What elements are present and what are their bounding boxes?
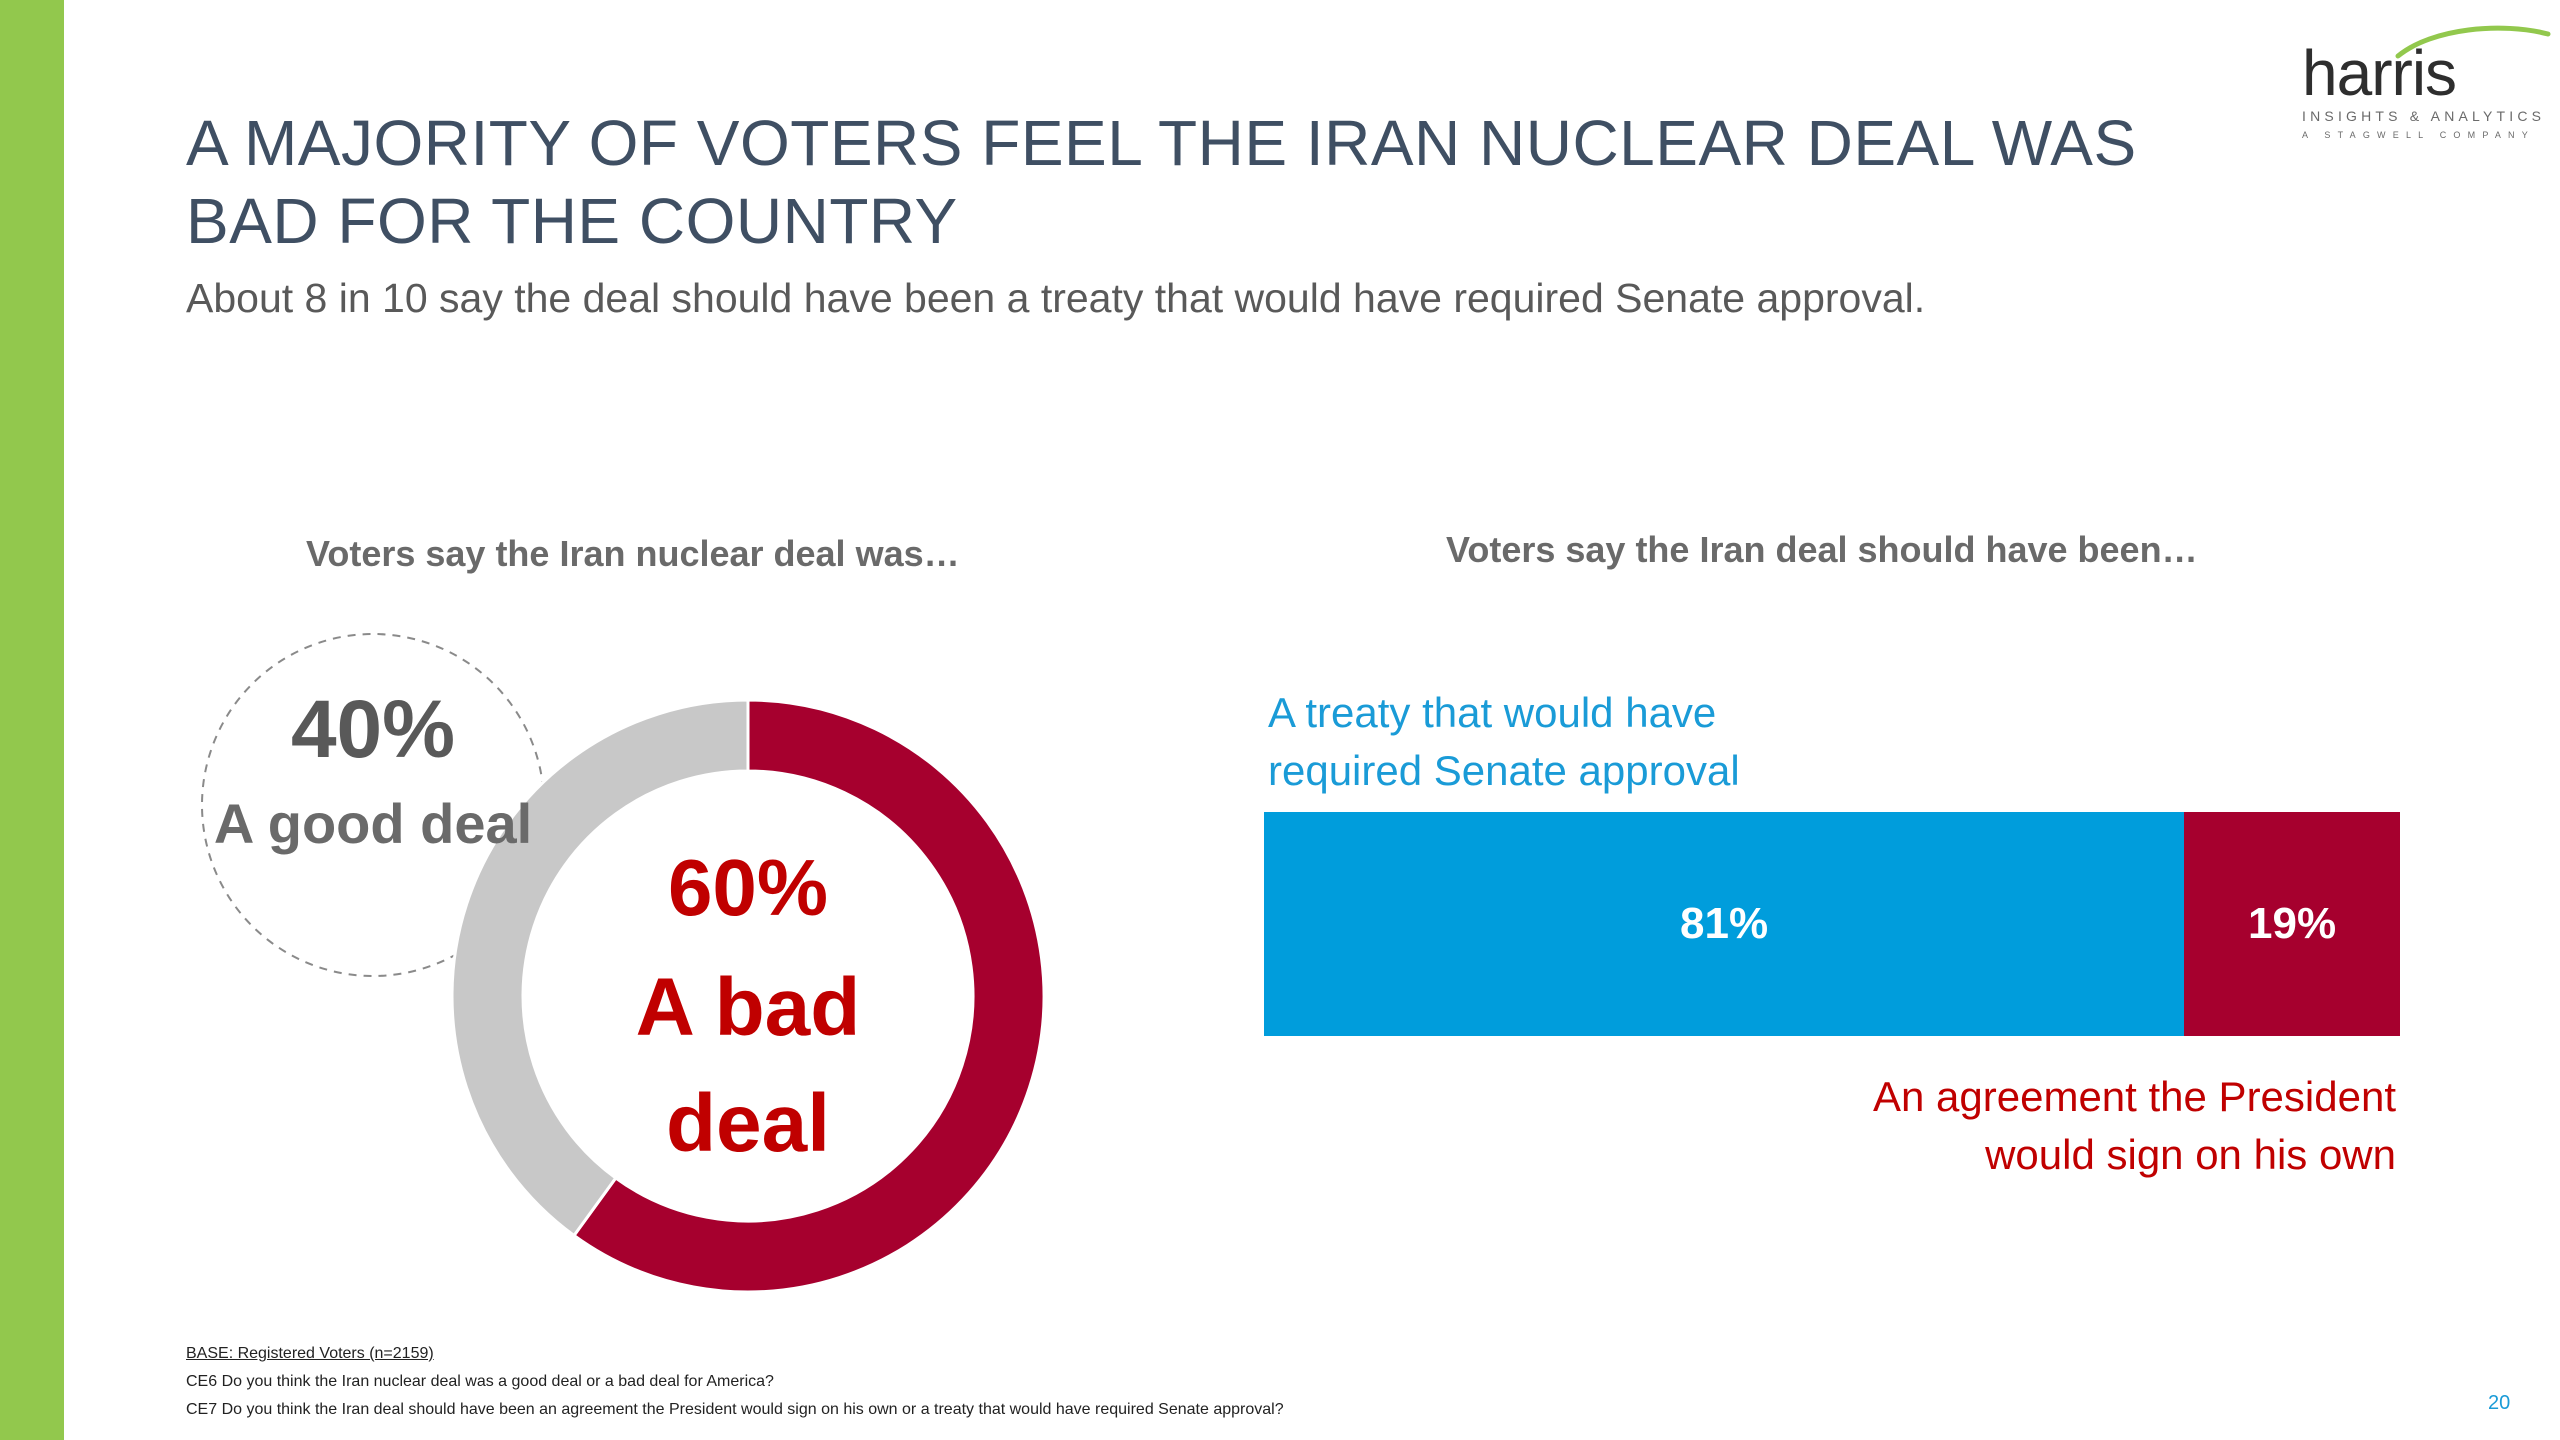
footnote-base: BASE: Registered Voters (n=2159) [186,1345,434,1362]
slide-title: A MAJORITY OF VOTERS FEEL THE IRAN NUCLE… [186,107,2137,257]
logo-name: harris [2302,37,2457,109]
bar-segment-treaty: 81% [1264,812,2185,1036]
logo-swoosh-icon [2395,25,2551,59]
donut-slice-good-deal [450,698,750,1238]
good-deal-percent: 40% [290,684,456,775]
harris-logo: harris INSIGHTS & ANALYTICS A STAGWELL C… [2296,20,2551,150]
donut-chart-title: Voters say the Iran nuclear deal was… [306,533,960,574]
logo-tagline: INSIGHTS & ANALYTICS [2302,108,2546,124]
treaty-series-label: A treaty that would have required Senate… [1268,689,1740,794]
bar-chart-title: Voters say the Iran deal should have bee… [1446,529,2198,570]
bar-agreement-value: 19% [2248,899,2337,948]
donut-backdrop [496,744,1000,1248]
bad-deal-percent: 60% [667,843,829,932]
footnote-ce7: CE7 Do you think the Iran deal should ha… [186,1401,1284,1418]
bar-treaty-value: 81% [1680,899,1769,948]
footnotes: BASE: Registered Voters (n=2159) CE6 Do … [186,1340,2186,1424]
logo-subline: A STAGWELL COMPANY [2302,130,2535,140]
footnote-ce6: CE6 Do you think the Iran nuclear deal w… [186,1373,774,1390]
agreement-series-label: An agreement the President would sign on… [1873,1073,2396,1178]
slide-subtitle: About 8 in 10 say the deal should have b… [186,275,1926,321]
page-number: 20 [2488,1392,2511,1414]
bad-deal-label: A bad deal [635,962,861,1169]
left-accent-bar [0,0,64,1440]
good-deal-label: A good deal [213,792,533,855]
bar-segment-agreement: 19% [2184,812,2400,1036]
donut-slice-bad-deal [571,698,1046,1294]
